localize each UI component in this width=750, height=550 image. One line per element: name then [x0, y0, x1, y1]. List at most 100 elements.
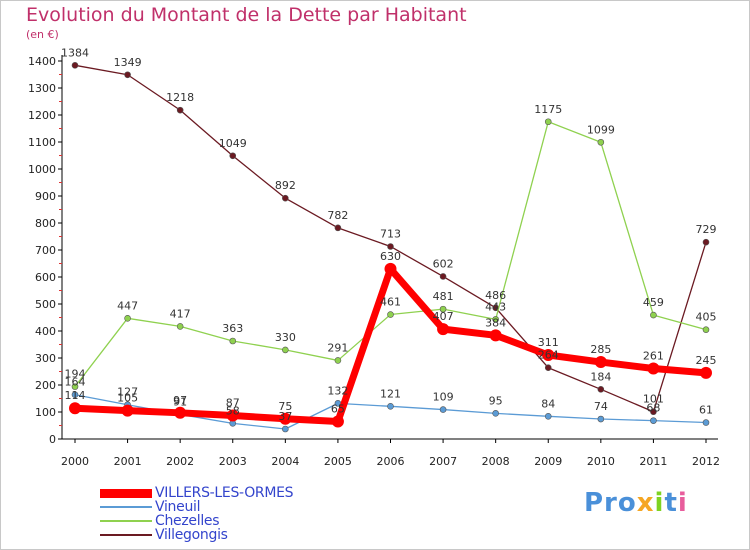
data-point-1	[492, 410, 499, 417]
y-tick-label: 900	[35, 190, 56, 203]
legend-label: Villegongis	[155, 527, 228, 543]
data-point-3	[387, 243, 394, 250]
y-tick-label: 1100	[28, 136, 56, 149]
data-label-0: 261	[643, 350, 664, 363]
x-tick-label: 2004	[271, 455, 299, 468]
data-label-0: 285	[590, 343, 611, 356]
y-tick-label: 400	[35, 325, 56, 338]
y-tick-label: 500	[35, 298, 56, 311]
legend-swatch	[100, 506, 152, 508]
x-tick-label: 2000	[61, 455, 89, 468]
logo-part-i2: i	[677, 488, 688, 518]
y-tick-label: 1400	[28, 55, 56, 68]
data-point-0	[279, 412, 292, 425]
x-tick-label: 2001	[114, 455, 142, 468]
data-point-2	[650, 311, 657, 319]
data-point-3	[702, 238, 710, 246]
data-point-3	[71, 62, 79, 69]
x-tick-label: 2007	[429, 455, 457, 468]
data-point-1	[282, 425, 289, 433]
y-tick-label: 700	[35, 244, 56, 257]
data-label-2: 481	[433, 290, 454, 303]
data-label-1: 132	[327, 384, 348, 397]
data-point-3	[176, 106, 184, 114]
data-point-2	[387, 311, 394, 318]
data-point-0	[542, 349, 555, 362]
data-point-0	[594, 356, 607, 369]
x-tick-label: 2002	[166, 455, 194, 468]
x-tick-label: 2009	[534, 455, 562, 468]
data-point-3	[334, 224, 342, 232]
x-tick-label: 2006	[377, 455, 405, 468]
data-label-1: 68	[646, 402, 660, 415]
proxiti-logo: Proxiti	[584, 488, 688, 518]
data-label-0: 384	[485, 316, 506, 329]
data-point-3	[282, 194, 289, 202]
data-label-1: 37	[278, 410, 292, 423]
data-point-2	[702, 326, 710, 333]
data-label-0: 105	[117, 392, 138, 405]
x-tick-label: 2012	[692, 455, 720, 468]
data-point-2	[124, 315, 131, 322]
data-point-2	[71, 383, 79, 390]
data-label-0: 114	[65, 389, 86, 402]
data-label-1: 109	[433, 391, 454, 404]
data-label-1: 58	[226, 404, 240, 417]
data-label-3: 602	[433, 257, 454, 270]
data-point-3	[650, 408, 657, 416]
data-label-1: 127	[117, 386, 138, 399]
data-label-0: 245	[696, 354, 717, 367]
data-label-2: 443	[485, 300, 506, 313]
logo-part-t: t	[664, 488, 678, 518]
data-label-2: 363	[222, 322, 243, 335]
data-label-0: 97	[173, 394, 187, 407]
data-label-3: 713	[380, 227, 401, 240]
data-point-1	[387, 403, 394, 410]
data-point-1	[544, 413, 552, 420]
data-point-3	[439, 273, 447, 280]
data-label-0: 65	[331, 402, 345, 415]
data-point-3	[597, 386, 605, 393]
data-label-1: 121	[380, 387, 401, 400]
data-label-0: 311	[538, 336, 559, 349]
data-label-1: 164	[65, 376, 86, 389]
data-label-2: 1175	[534, 103, 562, 116]
data-label-3: 729	[696, 223, 717, 236]
data-label-2: 291	[327, 341, 348, 354]
data-point-0	[331, 415, 344, 428]
x-tick-label: 2005	[324, 455, 352, 468]
data-label-2: 459	[643, 296, 664, 309]
data-label-2: 330	[275, 331, 296, 344]
legend-swatch	[100, 534, 152, 536]
data-point-1	[702, 419, 710, 426]
data-point-0	[647, 362, 660, 375]
data-point-1	[650, 417, 657, 424]
y-tick-label: 1000	[28, 163, 56, 176]
data-point-1	[71, 391, 79, 399]
data-point-1	[439, 406, 447, 413]
data-label-2: 461	[380, 296, 401, 309]
data-point-0	[384, 262, 397, 275]
y-tick-label: 300	[35, 352, 56, 365]
data-point-2	[334, 357, 342, 364]
logo-part-i: i	[654, 488, 665, 518]
data-label-3: 1218	[166, 91, 194, 104]
data-label-0: 87	[226, 397, 240, 410]
data-label-2: 447	[117, 299, 138, 312]
legend-swatch	[100, 520, 152, 522]
data-label-2: 1099	[587, 123, 615, 136]
data-point-2	[544, 118, 552, 126]
data-label-3: 892	[275, 179, 296, 192]
data-point-2	[492, 316, 499, 323]
data-label-1: 91	[173, 395, 187, 408]
x-tick-label: 2011	[639, 455, 667, 468]
data-point-0	[489, 329, 502, 342]
data-point-1	[597, 415, 605, 423]
data-point-2	[597, 138, 605, 146]
data-label-3: 184	[590, 370, 611, 383]
y-tick-label: 0	[49, 433, 56, 446]
data-label-0: 407	[433, 310, 454, 323]
data-point-2	[176, 323, 184, 330]
y-tick-label: 200	[35, 379, 56, 392]
